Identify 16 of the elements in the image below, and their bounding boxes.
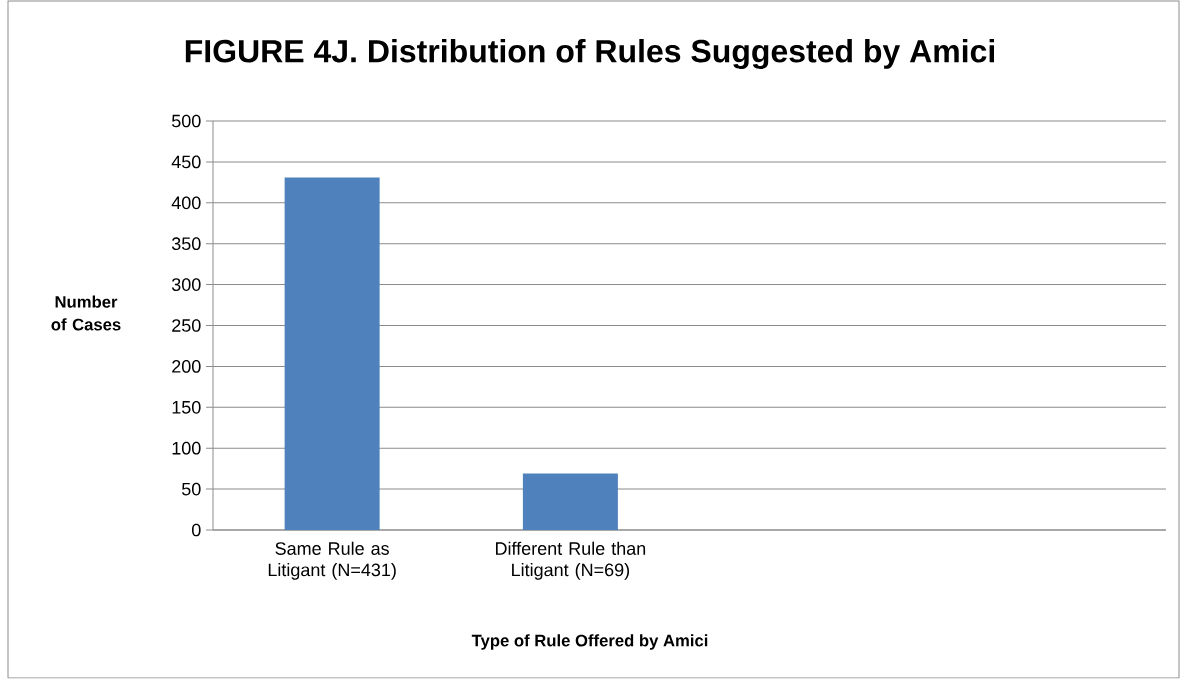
- y-tick-label: 400: [171, 196, 201, 210]
- y-axis-title: Number of Cases: [51, 295, 121, 331]
- y-tick-label: 300: [171, 278, 201, 291]
- y-tick-label: 350: [171, 237, 201, 251]
- y-tick-label: 500: [171, 114, 201, 128]
- y-tick-label: 200: [172, 360, 201, 373]
- y-tick-label: 100: [172, 441, 201, 455]
- y-tick-label: 50: [181, 482, 201, 496]
- y-tick-label: 0: [191, 523, 201, 537]
- y-tick-label: 250: [172, 319, 201, 332]
- y-tick-label: 450: [171, 155, 201, 169]
- x-axis-title: Type of Rule Offered by Amici: [471, 634, 708, 650]
- x-tick-label: Same Rule as Litigant (N=431): [268, 541, 396, 580]
- y-tick-label: 150: [172, 400, 201, 414]
- x-tick-label: Different Rule than Litigant (N=69): [495, 541, 646, 580]
- chart-title: FIGURE 4J. Distribution of Rules Suggested by Amici: [185, 39, 995, 69]
